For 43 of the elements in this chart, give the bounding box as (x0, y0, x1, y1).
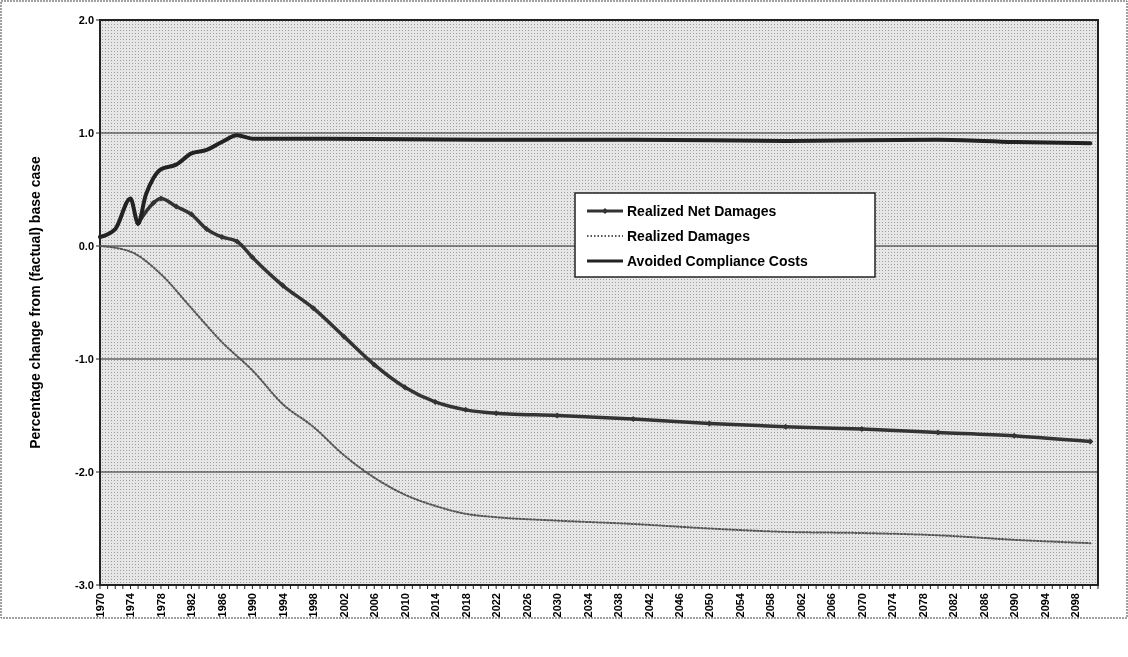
x-tick-label: 2046 (672, 593, 685, 618)
y-tick-label: -1.0 (75, 353, 94, 365)
x-tick-label: 2070 (855, 593, 868, 618)
x-tick-label: 2062 (794, 593, 807, 618)
x-tick-label: 1982 (185, 593, 198, 618)
x-tick-label: 2050 (703, 593, 716, 618)
y-tick-label: -3.0 (75, 579, 94, 591)
x-tick-label: 2078 (916, 593, 929, 618)
x-tick-label: 1990 (246, 593, 259, 618)
x-tick-label: 1970 (94, 593, 106, 618)
y-tick-label: 1.0 (78, 127, 94, 139)
x-tick-label: 2074 (886, 592, 899, 618)
x-tick-label: 2018 (459, 593, 472, 618)
x-tick-label: 2058 (764, 593, 777, 618)
x-tick-label: 2054 (733, 592, 746, 618)
y-tick-label: 2.0 (78, 14, 94, 26)
x-tick-label: 2098 (1069, 593, 1082, 618)
x-tick-label: 2026 (520, 593, 533, 618)
x-tick-label: 2094 (1038, 592, 1051, 618)
x-tick-label: 2002 (337, 593, 350, 618)
x-tick-label: 2066 (825, 593, 838, 618)
x-tick-label: 2014 (429, 592, 442, 618)
x-tick-label: 1998 (307, 593, 320, 618)
x-tick-label: 1986 (215, 593, 228, 618)
y-axis-title: Percentage change from (factual) base case (27, 156, 43, 449)
x-tick-label: 1994 (276, 592, 289, 618)
x-tick-label: 1978 (154, 593, 167, 618)
x-tick-label: 2006 (368, 593, 381, 618)
x-tick-label: 2086 (977, 593, 990, 618)
x-tick-label: 2082 (947, 593, 960, 618)
legend-label: Avoided Compliance Costs (627, 253, 808, 269)
legend-label: Realized Damages (627, 228, 751, 244)
x-tick-label: 2038 (612, 593, 625, 618)
x-tick-label: 2042 (642, 593, 655, 618)
x-tick-label: 2010 (398, 593, 411, 618)
x-tick-label: 2090 (1008, 593, 1021, 618)
y-tick-label: 0.0 (78, 240, 94, 252)
y-tick-label: -2.0 (75, 466, 94, 478)
x-tick-label: 2022 (490, 593, 503, 618)
x-tick-label: 2030 (551, 593, 564, 618)
x-tick-label: 1974 (124, 592, 137, 618)
x-tick-label: 2034 (581, 592, 594, 618)
legend-label: Realized Net Damages (627, 203, 777, 219)
